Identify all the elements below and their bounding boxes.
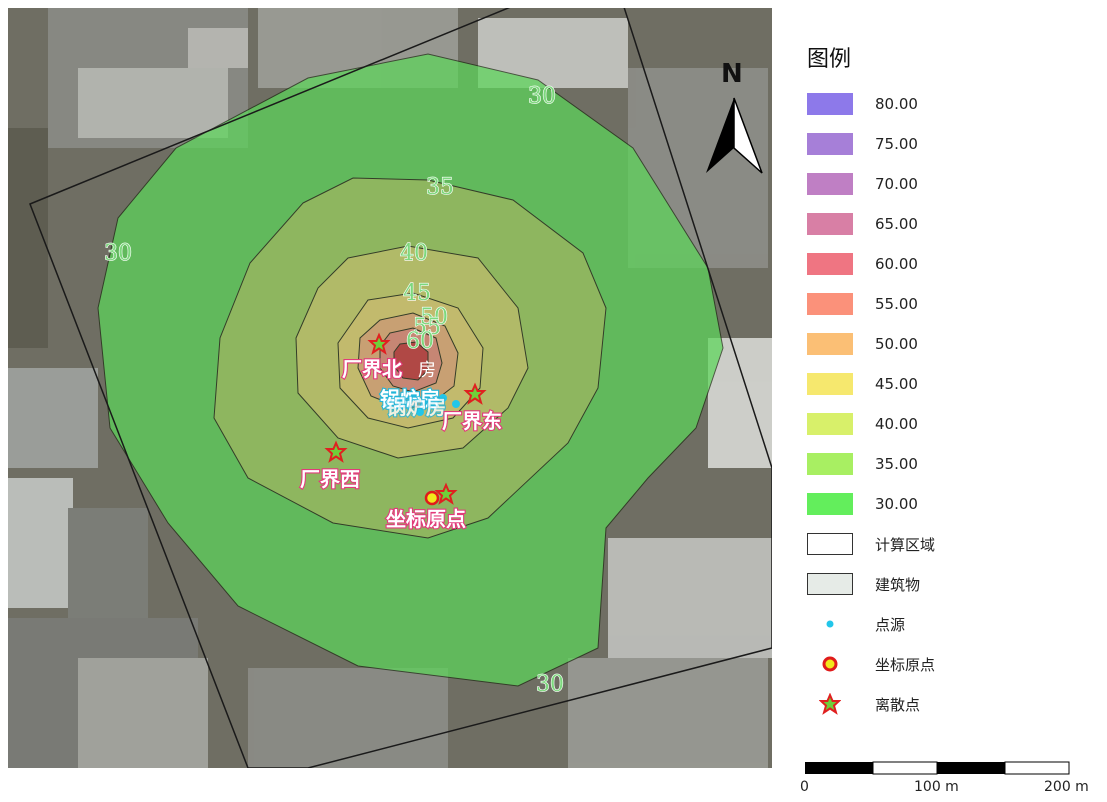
legend-label: 40.00 <box>875 415 918 433</box>
contour-label-30-bottom: 30 <box>536 672 564 697</box>
legend-swatch <box>807 373 853 395</box>
legend-row-class: 60.00 <box>805 244 1095 284</box>
contour-label-45: 45 <box>403 281 431 306</box>
legend-classes: 80.00 75.00 70.00 65.00 60.00 55.00 50.00 45.00… <box>805 84 1095 524</box>
legend-swatch <box>807 93 853 115</box>
boundary-east-label: 厂界东 <box>442 409 502 433</box>
boiler-room-label-overlap: 锅炉房 <box>386 395 446 419</box>
legend-label: 55.00 <box>875 295 918 313</box>
legend-row-class: 70.00 <box>805 164 1095 204</box>
contour-label-55: 55 <box>413 315 441 340</box>
point-source-icon <box>439 394 447 402</box>
legend-label: 50.00 <box>875 335 918 353</box>
legend-row-class: 50.00 <box>805 324 1095 364</box>
boundary-north-label: 厂界北 <box>342 357 402 381</box>
origin-legend-icon <box>807 654 853 674</box>
discrete-point-icon <box>463 382 487 405</box>
discrete-points <box>324 332 487 505</box>
building-swatch <box>807 573 853 595</box>
legend-swatch <box>807 133 853 155</box>
legend-row-discrete-point: 离散点 <box>805 684 1095 724</box>
map-view[interactable]: 30 30 30 35 40 45 50 55 60 N 锅炉房 锅炉房 房 <box>8 8 772 768</box>
contour-label-60: 60 <box>406 329 434 354</box>
legend-label: 45.00 <box>875 375 918 393</box>
contour-label-50: 50 <box>420 305 448 330</box>
contour-label-30-left: 30 <box>104 241 132 266</box>
legend-label-calc-area: 计算区域 <box>875 535 936 554</box>
north-label: N <box>721 59 743 89</box>
room-label: 房 <box>418 360 436 381</box>
legend-swatch <box>807 493 853 515</box>
legend-row-class: 75.00 <box>805 124 1095 164</box>
point-source-icon <box>416 408 424 416</box>
discrete-point-icon <box>367 332 391 355</box>
legend-label: 70.00 <box>875 175 918 193</box>
legend-swatch <box>807 253 853 275</box>
legend-label: 65.00 <box>875 215 918 233</box>
scale-bar: 0 100 m 200 m <box>800 758 1090 798</box>
legend-label-origin: 坐标原点 <box>875 655 936 674</box>
legend-label: 30.00 <box>875 495 918 513</box>
legend-row-class: 45.00 <box>805 364 1095 404</box>
background-buildings <box>8 8 772 768</box>
legend-row-class: 40.00 <box>805 404 1095 444</box>
point-source-icon <box>409 392 417 400</box>
discrete-point-icon <box>324 440 348 463</box>
legend-swatch <box>807 213 853 235</box>
legend-label-building: 建筑物 <box>875 575 921 594</box>
legend-label: 60.00 <box>875 255 918 273</box>
point-source-icon <box>424 399 432 407</box>
boundary-west-label: 厂界西 <box>300 467 360 491</box>
contour-label-30-top: 30 <box>528 84 556 109</box>
legend-swatch <box>807 333 853 355</box>
contour-label-35: 35 <box>426 175 454 200</box>
legend-label-discrete-point: 离散点 <box>875 695 921 714</box>
contour-fills <box>97 53 724 687</box>
point-source-legend-icon <box>807 619 853 629</box>
legend-swatch <box>807 413 853 435</box>
contour-60-fill <box>393 341 429 381</box>
scale-tick-0: 0 <box>800 779 809 795</box>
scale-tick-100: 100 m <box>914 779 959 795</box>
discrete-point-icon <box>434 482 458 505</box>
legend-row-class: 80.00 <box>805 84 1095 124</box>
point-sources <box>394 392 460 416</box>
legend-swatch <box>807 173 853 195</box>
origin-label: 坐标原点 <box>386 507 466 531</box>
contour-label-40: 40 <box>400 241 428 266</box>
calc-area-swatch <box>807 533 853 555</box>
legend-row-class: 65.00 <box>805 204 1095 244</box>
legend: 图例 80.00 75.00 70.00 65.00 60.00 55.00 50.00 45… <box>805 44 1095 724</box>
legend-row-class: 55.00 <box>805 284 1095 324</box>
legend-row-origin: 坐标原点 <box>805 644 1095 684</box>
origin-marker-icon <box>424 490 440 506</box>
legend-row-building: 建筑物 <box>805 564 1095 604</box>
scale-tick-200: 200 m <box>1044 779 1089 795</box>
legend-label: 35.00 <box>875 455 918 473</box>
discrete-point-legend-icon <box>807 693 853 715</box>
north-arrow: N <box>706 59 763 174</box>
map-canvas: 30 30 30 35 40 45 50 55 60 N 锅炉房 锅炉房 房 <box>8 8 772 768</box>
legend-row-point-source: 点源 <box>805 604 1095 644</box>
point-source-icon <box>452 400 460 408</box>
point-source-icon <box>394 396 402 404</box>
legend-row-class: 35.00 <box>805 444 1095 484</box>
legend-label-point-source: 点源 <box>875 615 906 634</box>
legend-swatch <box>807 453 853 475</box>
legend-label: 80.00 <box>875 95 918 113</box>
boiler-room-label: 锅炉房 <box>380 387 440 411</box>
legend-swatch <box>807 293 853 315</box>
legend-row-calc-area: 计算区域 <box>805 524 1095 564</box>
legend-label: 75.00 <box>875 135 918 153</box>
legend-row-class: 30.00 <box>805 484 1095 524</box>
contour-labels: 30 30 30 35 40 45 50 55 60 <box>103 83 564 697</box>
legend-title: 图例 <box>807 47 852 72</box>
